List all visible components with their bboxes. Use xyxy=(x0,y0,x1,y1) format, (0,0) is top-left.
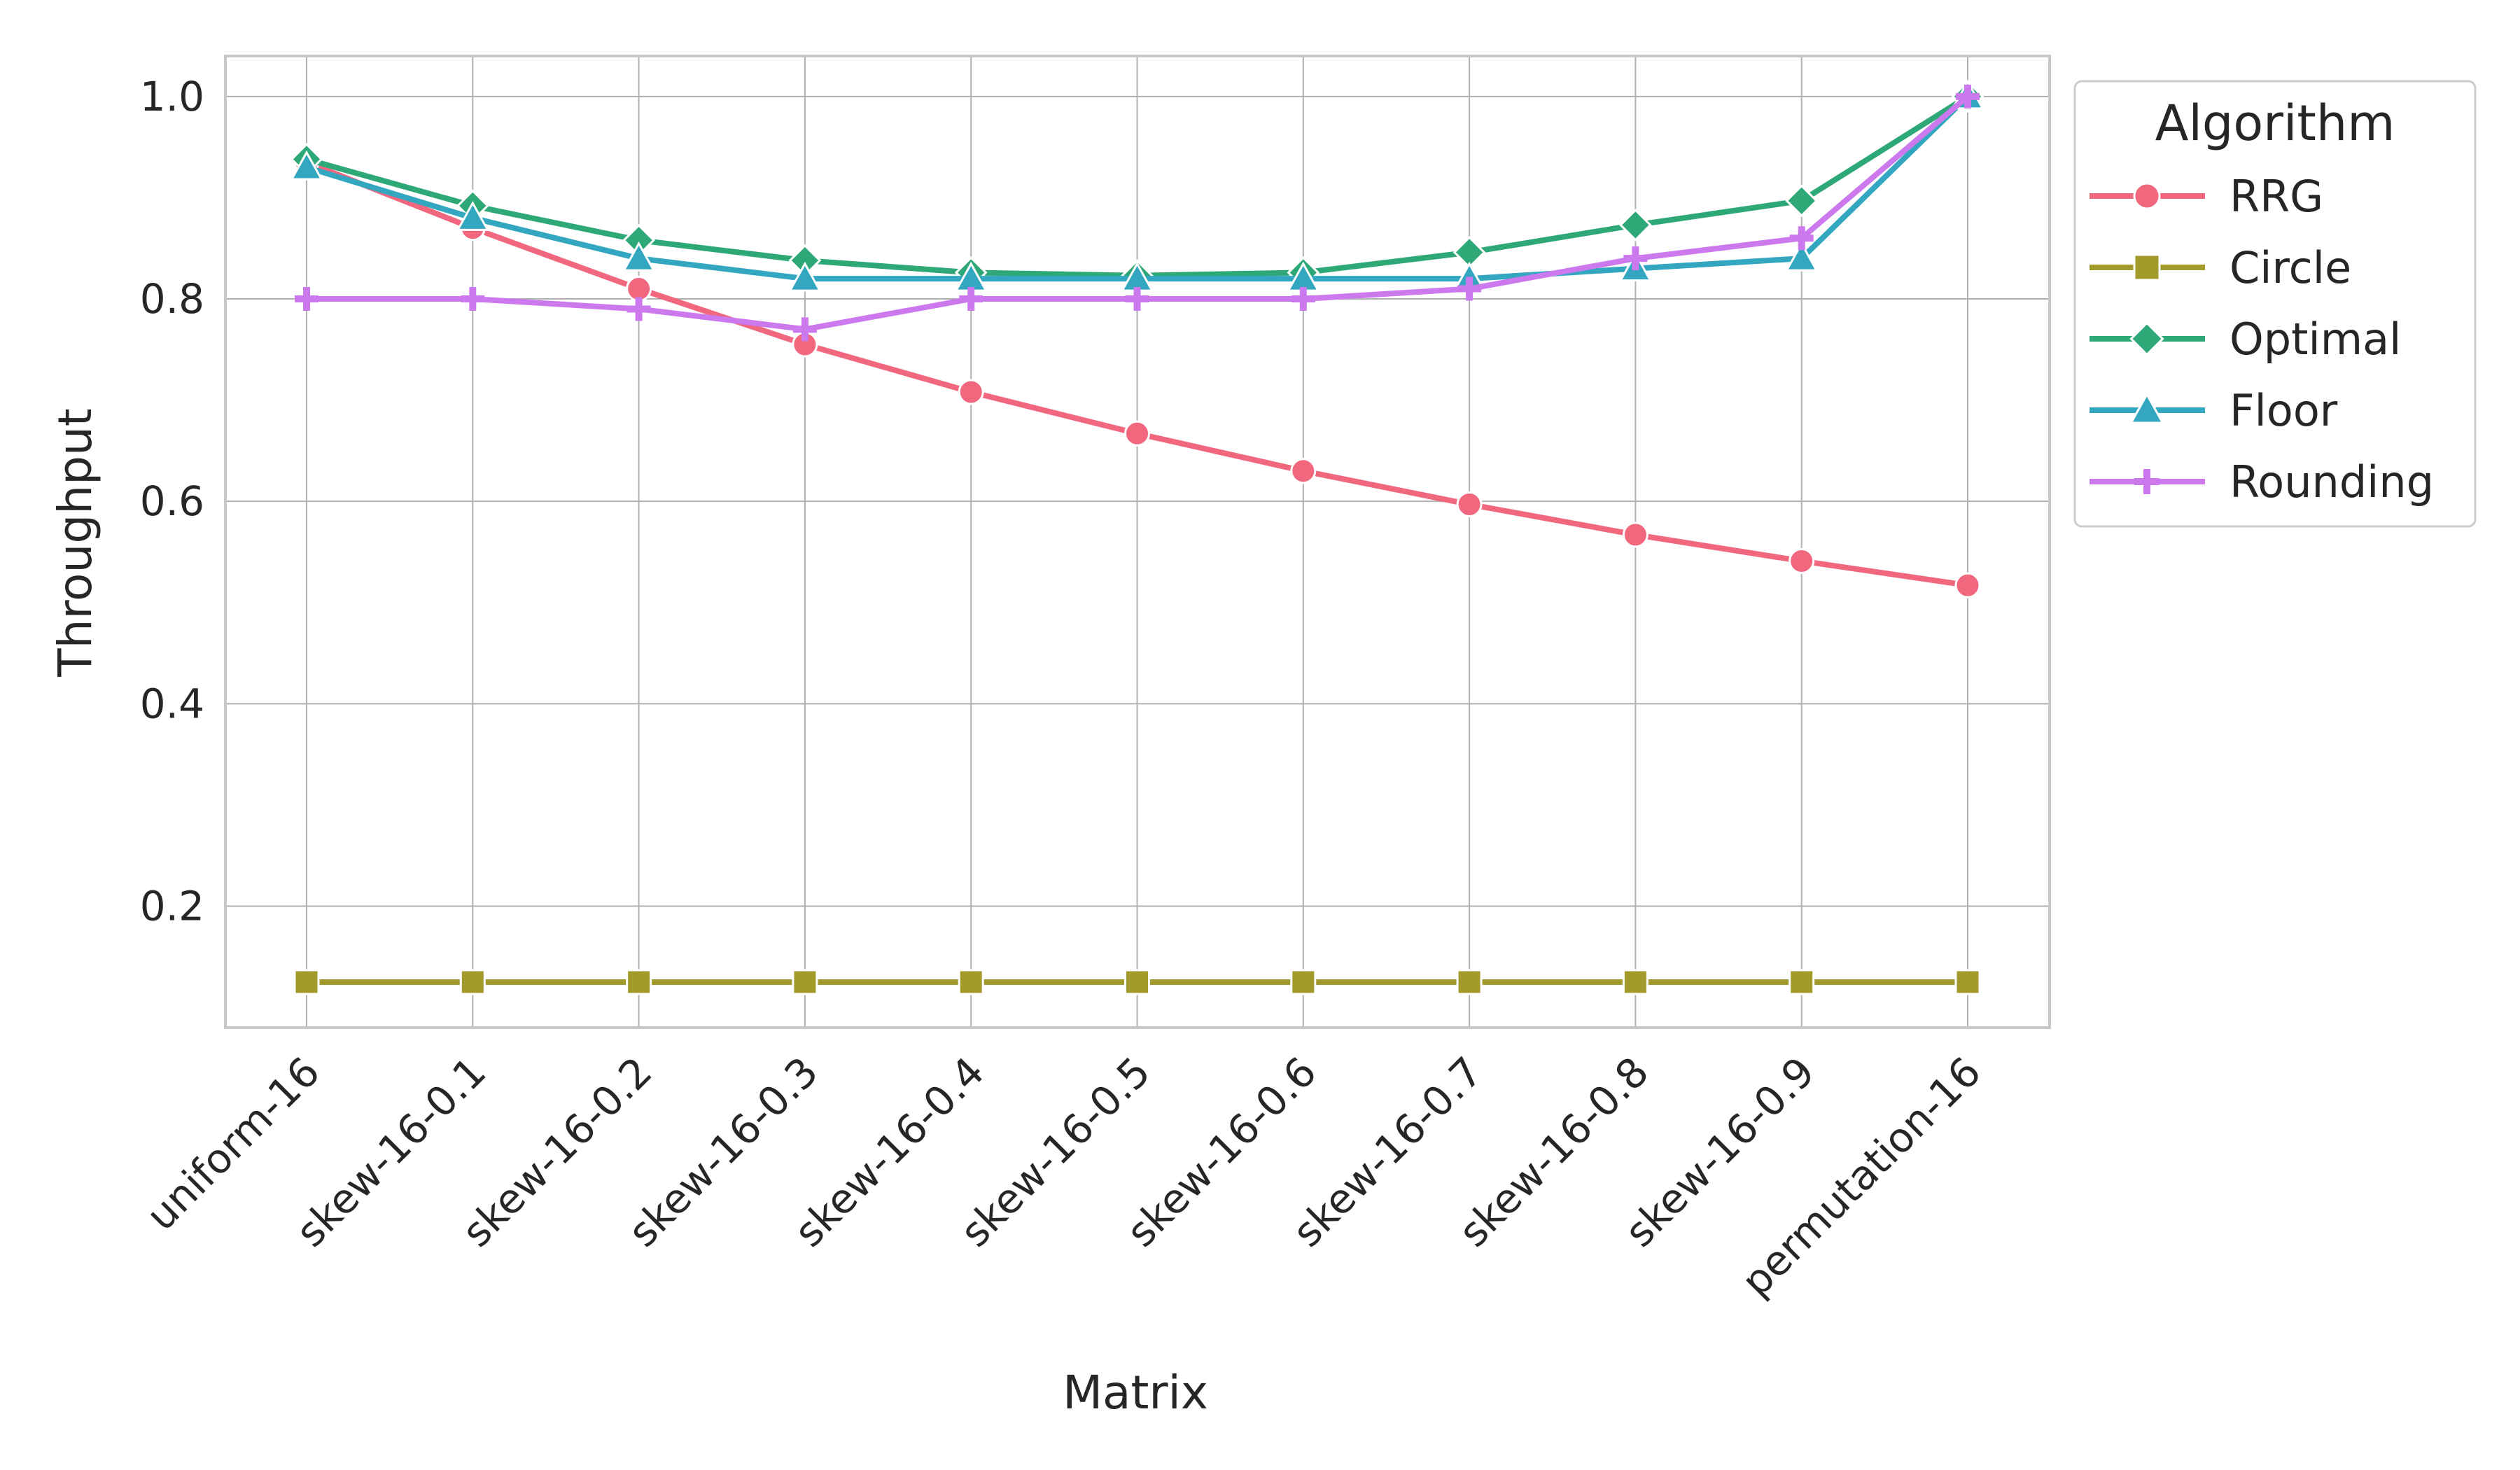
y-tick-labels: 0.2 0.4 0.6 0.8 1.0 xyxy=(140,73,204,930)
legend-entry-optimal: Optimal xyxy=(2090,314,2401,365)
data-point-floor xyxy=(290,150,323,181)
data-point-rrg xyxy=(1456,491,1483,518)
data-point-circle xyxy=(958,969,984,995)
legend-label: RRG xyxy=(2230,171,2323,222)
legend-label: Floor xyxy=(2230,385,2338,436)
data-point-optimal xyxy=(1785,184,1819,218)
series-floor xyxy=(290,79,1984,292)
y-tick-label: 0.6 xyxy=(140,477,204,525)
legend-label: Rounding xyxy=(2230,456,2434,507)
legend-title: Algorithm xyxy=(2155,94,2395,152)
data-point-rrg xyxy=(626,276,652,302)
legend-entry-rounding: Rounding xyxy=(2090,456,2434,507)
y-axis-label: Throughput xyxy=(48,408,102,677)
data-point-circle xyxy=(1788,969,1815,995)
legend-marker xyxy=(2129,321,2164,356)
data-point-rounding xyxy=(626,297,651,321)
data-point-rounding xyxy=(1125,287,1149,311)
data-point-circle xyxy=(1954,969,1981,995)
data-point-circle xyxy=(1622,969,1648,995)
legend-marker xyxy=(2134,469,2160,494)
plot-frame xyxy=(224,55,2051,1029)
legend-label: Circle xyxy=(2230,242,2351,293)
legend-entry-circle: Circle xyxy=(2090,242,2351,293)
legend-label: Optimal xyxy=(2230,314,2401,365)
data-point-rounding xyxy=(959,287,983,311)
data-point-rrg xyxy=(1124,420,1150,447)
legend-marker xyxy=(2129,392,2165,424)
data-point-circle xyxy=(792,969,818,995)
legend-entry-floor: Floor xyxy=(2090,385,2338,436)
data-point-rrg xyxy=(1954,572,1981,598)
data-point-circle xyxy=(1290,969,1317,995)
series-rounding xyxy=(295,84,1980,342)
data-point-circle xyxy=(1456,969,1483,995)
data-point-rrg xyxy=(958,379,984,405)
series-circle xyxy=(293,969,1981,995)
data-point-rounding xyxy=(461,287,485,311)
legend-marker xyxy=(2133,253,2161,281)
data-point-circle xyxy=(459,969,486,995)
data-point-optimal xyxy=(1619,209,1652,241)
data-point-circle xyxy=(626,969,652,995)
data-point-floor xyxy=(456,200,490,231)
data-point-rounding xyxy=(1457,276,1482,301)
data-point-circle xyxy=(1124,969,1150,995)
data-point-rrg xyxy=(1622,522,1648,548)
legend-entries: RRG Circle Optimal Floor Rounding xyxy=(2090,171,2434,507)
y-tick-label: 0.4 xyxy=(140,680,204,727)
series-layer xyxy=(290,79,1984,995)
data-point-rounding xyxy=(792,317,817,342)
y-tick-label: 0.2 xyxy=(140,883,204,930)
data-point-floor xyxy=(788,261,822,292)
y-tick-label: 1.0 xyxy=(140,73,204,120)
x-axis-label: Matrix xyxy=(1063,1366,1208,1420)
legend-box xyxy=(2073,80,2477,528)
data-point-rrg xyxy=(1788,547,1815,574)
y-tick-label: 0.8 xyxy=(140,275,204,323)
data-point-rounding xyxy=(1956,84,1980,108)
data-point-rounding xyxy=(1623,246,1648,271)
data-point-rounding xyxy=(295,287,318,311)
x-tick-labels: uniform-16skew-16-0.1skew-16-0.2skew-16-… xyxy=(137,1048,1990,1306)
data-point-rounding xyxy=(1291,287,1315,311)
legend-entry-rrg: RRG xyxy=(2090,171,2323,222)
data-point-rounding xyxy=(1789,226,1814,251)
data-point-circle xyxy=(293,969,320,995)
legend-marker xyxy=(2133,182,2161,210)
data-point-floor xyxy=(1784,241,1819,272)
data-point-rrg xyxy=(1290,458,1317,484)
legend: Algorithm RRG Circle Optimal Floor Rounding xyxy=(2073,80,2477,528)
data-point-floor xyxy=(622,241,656,272)
